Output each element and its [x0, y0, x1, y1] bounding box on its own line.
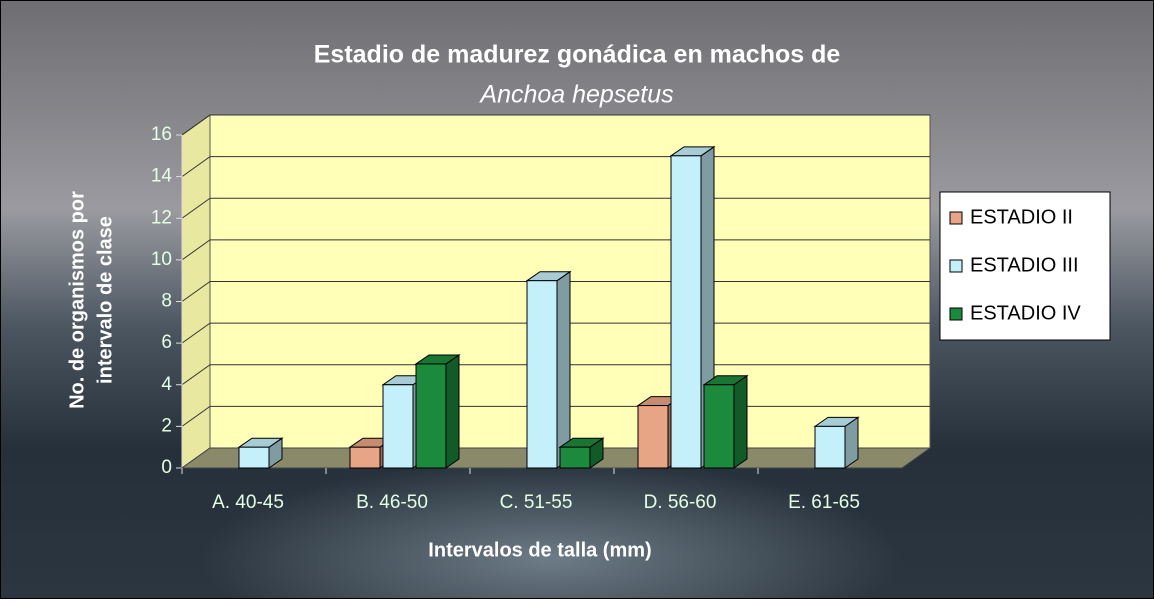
- legend-label: ESTADIO III: [970, 254, 1079, 276]
- bar-group: [813, 416, 860, 469]
- y-axis-title: No. de organismos por intervalo de clase: [66, 191, 116, 409]
- bar-group: [558, 437, 605, 469]
- x-axis-title: Intervalos de talla (mm): [428, 539, 651, 561]
- bar-group: [237, 437, 284, 469]
- x-tick-label: A. 40-45: [212, 492, 284, 513]
- y-tick-label: 14: [151, 166, 173, 187]
- y-tick-label: 8: [161, 291, 172, 312]
- y-tick-label: 0: [161, 457, 172, 478]
- bar: [559, 446, 591, 469]
- y-tick-label: 2: [161, 415, 172, 436]
- bar-group: [702, 374, 749, 469]
- grid-line: [181, 281, 211, 302]
- bar-side: [556, 270, 571, 469]
- bar: [703, 384, 735, 469]
- legend-swatch: [949, 211, 963, 225]
- y-tick-label: 12: [151, 207, 172, 228]
- grid-line: [181, 114, 211, 136]
- bar: [238, 446, 270, 469]
- y-tick-label: 10: [151, 249, 172, 270]
- y-tick-label: 6: [161, 332, 172, 353]
- bar: [526, 280, 558, 469]
- bar-group: [525, 270, 572, 469]
- bar: [349, 446, 381, 469]
- grid-line: [181, 322, 211, 344]
- legend-label: ESTADIO II: [970, 206, 1073, 228]
- legend-swatch: [949, 259, 963, 273]
- chart-title: Estadio de madurez gonádica en machos de: [314, 41, 841, 69]
- y-tick-label: 16: [151, 124, 172, 145]
- x-tick-label: C. 51-55: [500, 492, 573, 513]
- bar: [415, 363, 447, 469]
- bar: [637, 405, 669, 469]
- y-axis-title-line: No. de organismos por: [66, 191, 88, 409]
- grid-line: [181, 197, 211, 219]
- legend-swatch: [949, 307, 963, 321]
- legend-box: [939, 191, 1111, 341]
- y-tick-label: 4: [161, 374, 172, 395]
- x-tick-label: E. 61-65: [788, 492, 860, 513]
- bar-group: [414, 353, 461, 469]
- bar-side: [733, 374, 748, 469]
- bar: [382, 384, 414, 469]
- bar: [670, 155, 702, 469]
- bar: [814, 425, 846, 469]
- bar-side: [445, 353, 460, 469]
- x-tick-label: D. 56-60: [644, 492, 717, 513]
- y-axis-title-line: intervalo de clase: [94, 216, 116, 384]
- grid-line: [181, 405, 211, 427]
- x-tick-label: B. 46-50: [356, 492, 428, 513]
- grid-line: [181, 239, 211, 261]
- grid-line: [181, 156, 211, 178]
- legend-label: ESTADIO IV: [970, 302, 1081, 324]
- chart-subtitle: Anchoa hepsetus: [478, 81, 673, 109]
- grid-line: [181, 364, 211, 386]
